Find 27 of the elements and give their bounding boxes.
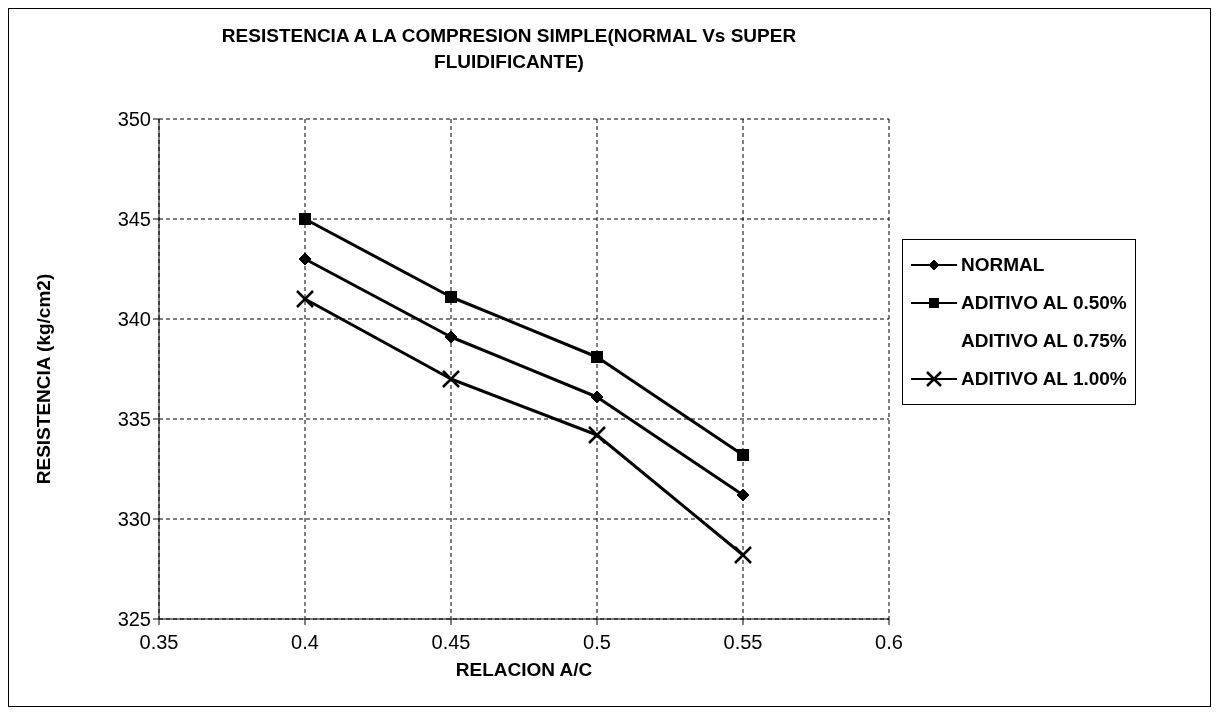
x-tick-label: 0.35 <box>139 631 179 654</box>
y-tick-label: 345 <box>117 208 151 231</box>
point <box>298 252 312 266</box>
chart-title: RESISTENCIA A LA COMPRESION SIMPLE(NORMAL Vs SUPER FLUIDIFICANTE) <box>220 24 798 74</box>
point <box>591 351 603 363</box>
y-axis-title: RESISTENCIA (kg/cm2) <box>33 273 55 485</box>
y-tick-label: 330 <box>117 508 151 531</box>
x-tick-label: 0.6 <box>875 631 903 654</box>
point <box>590 390 604 404</box>
y-tick-label: 350 <box>117 108 151 131</box>
x-axis-title: RELACION A/C <box>454 659 594 681</box>
x-tick-label: 0.55 <box>723 631 763 654</box>
legend-label: ADITIVO AL 1.00% <box>961 368 1127 390</box>
y-tick-label: 335 <box>117 408 151 431</box>
point <box>445 291 457 303</box>
point <box>299 213 311 225</box>
text: ADITIVO AL 0.75% <box>961 330 1127 352</box>
point <box>444 330 458 344</box>
x-tick-label: 0.4 <box>291 631 319 654</box>
point <box>736 488 750 502</box>
x-tick-label: 0.5 <box>583 631 611 654</box>
legend-label: ADITIVO AL 0.50% <box>961 292 1127 314</box>
point <box>737 449 749 461</box>
y-tick-label: 340 <box>117 308 151 331</box>
x-tick-label: 0.45 <box>431 631 471 654</box>
y-tick-label: 325 <box>117 608 151 631</box>
legend-label: NORMAL <box>961 254 1045 276</box>
